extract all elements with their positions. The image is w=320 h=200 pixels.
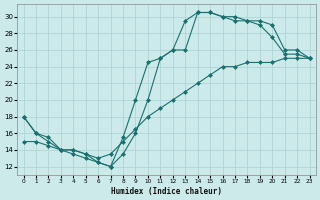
X-axis label: Humidex (Indice chaleur): Humidex (Indice chaleur) [111,187,222,196]
